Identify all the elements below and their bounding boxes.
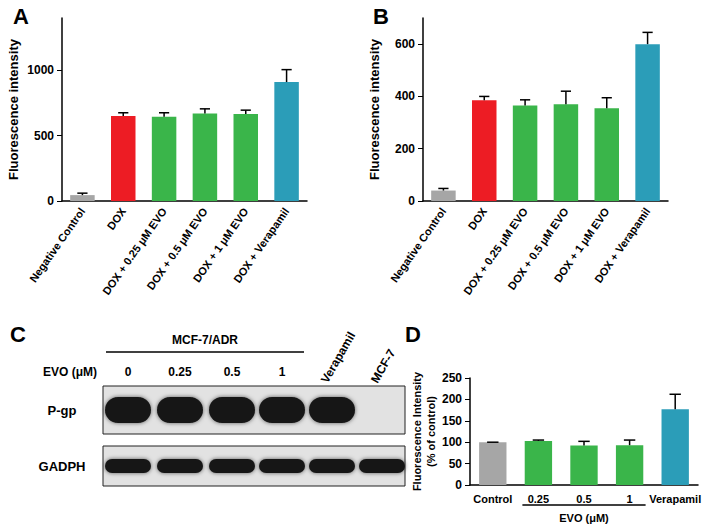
svg-text:DOX + 0.25 μM EVO: DOX + 0.25 μM EVO: [100, 205, 169, 297]
svg-text:DOX + 0.5 μM EVO: DOX + 0.5 μM EVO: [505, 205, 571, 292]
svg-text:0: 0: [455, 478, 462, 492]
svg-text:Verapamil: Verapamil: [649, 493, 701, 505]
svg-text:0.5: 0.5: [576, 493, 591, 505]
svg-text:Control: Control: [473, 493, 512, 505]
svg-text:B: B: [373, 4, 389, 29]
svg-text:EVO (μM): EVO (μM): [559, 512, 609, 524]
svg-text:200: 200: [395, 142, 415, 156]
svg-text:(% of control): (% of control): [425, 396, 437, 467]
svg-text:500: 500: [34, 129, 54, 143]
svg-text:0: 0: [408, 194, 415, 208]
svg-text:Negative Control: Negative Control: [27, 206, 87, 285]
svg-text:DOX + 1 μM EVO: DOX + 1 μM EVO: [551, 205, 612, 285]
svg-text:150: 150: [442, 414, 462, 428]
svg-text:A: A: [13, 4, 29, 29]
svg-text:DOX: DOX: [466, 205, 490, 232]
svg-text:GADPH: GADPH: [39, 459, 86, 474]
svg-text:DOX + 0.25 μM EVO: DOX + 0.25 μM EVO: [461, 205, 530, 297]
svg-text:P-gp: P-gp: [48, 403, 77, 418]
svg-text:400: 400: [395, 89, 415, 103]
svg-text:1: 1: [279, 365, 286, 379]
svg-text:1: 1: [627, 493, 633, 505]
svg-text:DOX + 0.5 μM EVO: DOX + 0.5 μM EVO: [144, 205, 210, 292]
svg-text:0.5: 0.5: [224, 365, 241, 379]
svg-text:MCF-7: MCF-7: [368, 347, 399, 386]
svg-text:MCF-7/ADR: MCF-7/ADR: [172, 333, 238, 347]
svg-text:0.25: 0.25: [168, 365, 192, 379]
svg-text:C: C: [10, 322, 26, 347]
svg-text:DOX: DOX: [105, 205, 129, 232]
svg-text:200: 200: [442, 392, 462, 406]
svg-text:0.25: 0.25: [528, 493, 549, 505]
svg-text:EVO (μM): EVO (μM): [43, 365, 97, 379]
svg-text:600: 600: [395, 37, 415, 51]
svg-text:50: 50: [449, 457, 463, 471]
svg-text:DOX + 1 μM EVO: DOX + 1 μM EVO: [190, 205, 251, 285]
svg-text:Negative Control: Negative Control: [388, 206, 448, 285]
svg-text:100: 100: [442, 435, 462, 449]
svg-text:DOX + Verapamil: DOX + Verapamil: [231, 206, 292, 285]
svg-text:D: D: [405, 322, 421, 347]
svg-text:1000: 1000: [27, 63, 54, 77]
svg-text:DOX + Verapamil: DOX + Verapamil: [592, 206, 653, 285]
svg-text:Fluorescence intensity: Fluorescence intensity: [6, 38, 21, 180]
svg-text:0: 0: [125, 365, 132, 379]
svg-text:Fluorescence Intensity: Fluorescence Intensity: [411, 371, 423, 491]
svg-text:Verapamil: Verapamil: [318, 329, 358, 385]
svg-text:Fluorescence intensity: Fluorescence intensity: [367, 38, 382, 180]
svg-text:250: 250: [442, 371, 462, 385]
svg-text:0: 0: [47, 194, 54, 208]
